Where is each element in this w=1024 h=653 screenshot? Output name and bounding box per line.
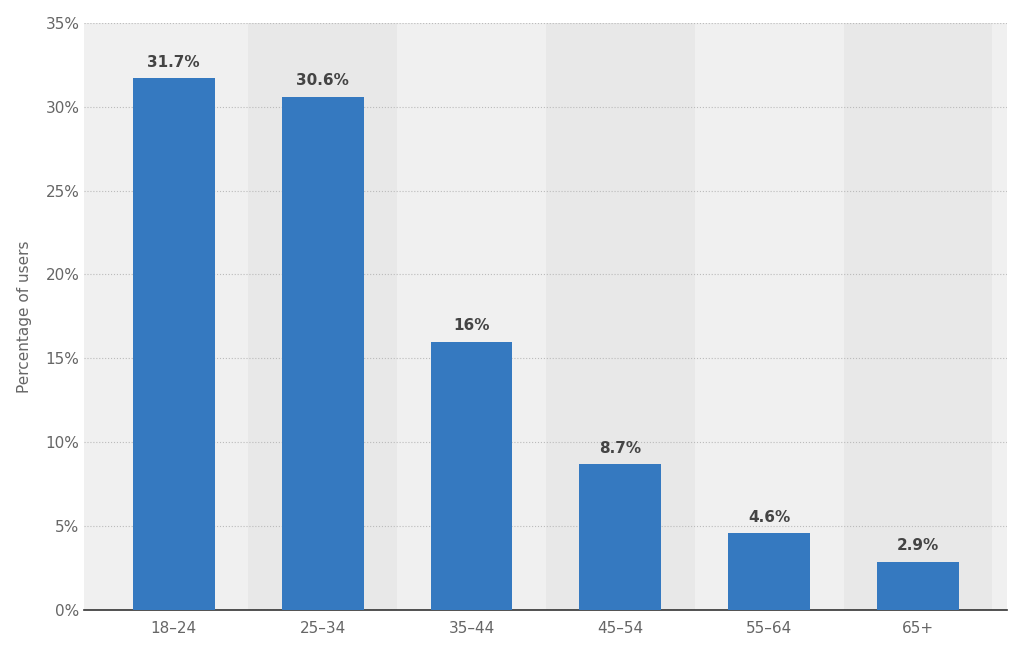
Bar xyxy=(728,533,810,610)
Bar xyxy=(546,23,694,610)
Bar xyxy=(248,23,397,610)
Text: 31.7%: 31.7% xyxy=(147,55,200,70)
Text: 4.6%: 4.6% xyxy=(749,509,791,524)
Y-axis label: Percentage of users: Percentage of users xyxy=(16,240,32,392)
Bar xyxy=(580,464,662,610)
Bar xyxy=(844,23,992,610)
Bar xyxy=(133,78,215,610)
Bar xyxy=(878,562,958,610)
Text: 2.9%: 2.9% xyxy=(897,538,939,553)
Text: 16%: 16% xyxy=(454,318,489,333)
Text: 30.6%: 30.6% xyxy=(296,73,349,88)
Bar xyxy=(282,97,364,610)
Bar xyxy=(430,342,512,610)
Text: 8.7%: 8.7% xyxy=(599,441,641,456)
